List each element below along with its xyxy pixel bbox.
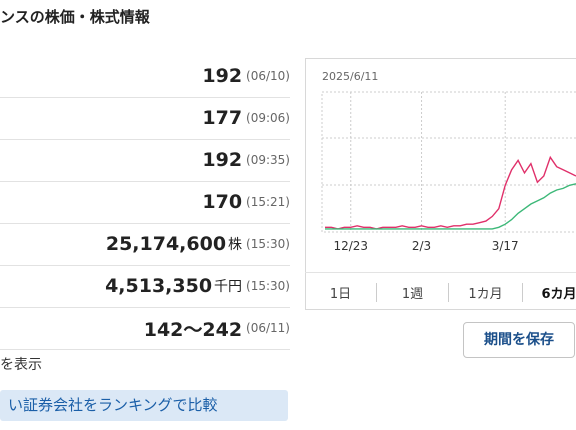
series-line xyxy=(325,155,576,230)
row-value: 25,174,600 xyxy=(105,233,227,255)
period-tab[interactable]: 1日 xyxy=(305,282,377,302)
row-time: (15:30) xyxy=(246,237,290,251)
series-line xyxy=(325,183,576,230)
x-tick-label: 2/3 xyxy=(412,239,431,253)
ranking-button[interactable]: い証券会社をランキングで比較 xyxy=(0,390,288,421)
table-row: 142〜242 (06/11) xyxy=(0,307,290,350)
row-time: (06/11) xyxy=(246,321,290,335)
row-time: (09:35) xyxy=(246,153,290,167)
x-tick-label: 3/17 xyxy=(492,239,519,253)
table-row: 4,513,350 千円 (15:30) xyxy=(0,265,290,308)
table-row: 192 (06/10) xyxy=(0,55,290,98)
chart-date: 2025/6/11 xyxy=(322,70,378,83)
table-row: 170 (15:21) xyxy=(0,181,290,224)
row-value: 192 xyxy=(202,149,243,171)
table-row: 192 (09:35) xyxy=(0,139,290,182)
page-title: ンスの株価・株式情報 xyxy=(0,8,150,26)
row-value: 177 xyxy=(202,107,243,129)
row-time: (06/10) xyxy=(246,69,290,83)
save-period-button[interactable]: 期間を保存 xyxy=(463,322,575,358)
row-time: (15:30) xyxy=(246,279,290,293)
x-tick-label: 12/23 xyxy=(333,239,368,253)
chart: 2025/6/11 12/23 2/3 3/17 xyxy=(321,70,576,253)
row-value: 4,513,350 xyxy=(105,275,213,297)
period-tabs: 1日 1週 1カ月 6カ月 xyxy=(305,272,576,311)
row-value: 192 xyxy=(202,65,243,87)
row-time: (09:06) xyxy=(246,111,290,125)
period-tab[interactable]: 6カ月 xyxy=(541,286,576,302)
row-unit: 株 xyxy=(228,237,243,253)
row-unit: 千円 xyxy=(214,279,243,295)
chart-panel xyxy=(305,58,576,310)
row-time: (15:21) xyxy=(246,195,290,209)
table-row: 177 (09:06) xyxy=(0,97,290,140)
plot-frame xyxy=(321,91,576,233)
row-value: 142〜242 xyxy=(143,318,243,341)
table-row: 25,174,600 株 (15:30) xyxy=(0,223,290,266)
note[interactable]: を表示 xyxy=(0,357,42,373)
period-tab[interactable]: 1カ月 xyxy=(449,282,523,302)
period-tab[interactable]: 1週 xyxy=(377,282,449,302)
row-value: 170 xyxy=(202,191,243,213)
